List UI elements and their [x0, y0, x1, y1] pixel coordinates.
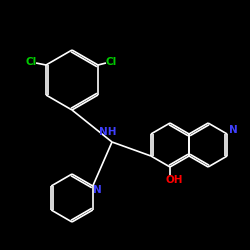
Text: N: N: [94, 185, 102, 195]
Text: Cl: Cl: [105, 57, 117, 67]
Text: NH: NH: [99, 127, 117, 137]
Text: Cl: Cl: [26, 57, 37, 67]
Text: N: N: [229, 125, 237, 135]
Text: OH: OH: [165, 175, 183, 185]
